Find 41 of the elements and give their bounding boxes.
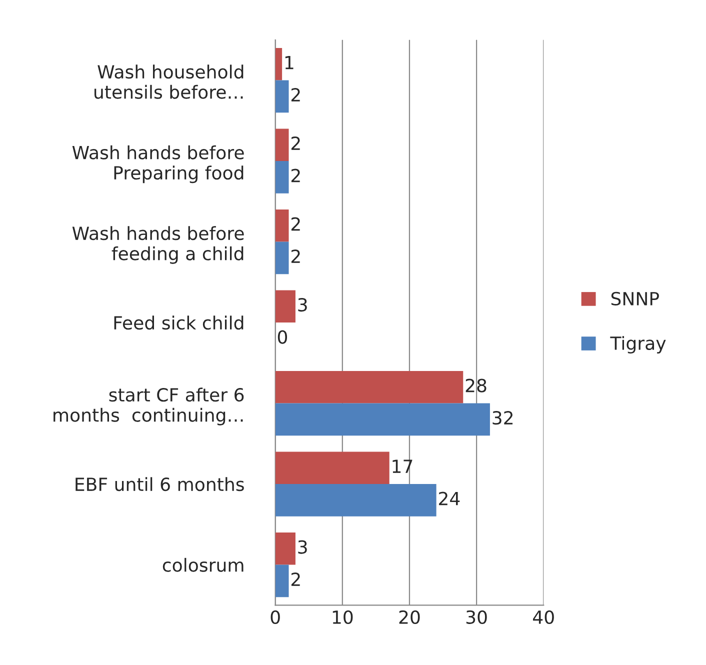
data-label: 2 [291, 572, 300, 586]
legend-label: SNNP [611, 292, 659, 306]
data-label: 1 [285, 56, 294, 70]
bar [275, 403, 490, 436]
y-tick-label: Wash hands before feeding a child [72, 226, 244, 264]
data-label: 3 [298, 540, 307, 554]
x-tick-label: 30 [466, 610, 487, 624]
x-tick-label: 0 [270, 610, 280, 624]
data-label: 3 [298, 298, 307, 312]
data-label: 17 [392, 460, 412, 473]
data-label: 2 [291, 217, 300, 231]
x-tick-label: 10 [332, 610, 353, 624]
data-label: 24 [439, 492, 460, 506]
y-tick-label: Feed sick child [114, 316, 244, 330]
bar [275, 370, 464, 404]
bar [275, 161, 289, 194]
bar [275, 128, 289, 162]
legend-label: Tigray [610, 336, 666, 354]
y-tick-label: colosrum [162, 558, 244, 572]
y-tick-label: Wash household utensils before… [94, 64, 244, 99]
x-tick-label: 20 [399, 610, 420, 624]
bar [275, 209, 289, 242]
bar [275, 452, 390, 484]
bar [275, 290, 296, 323]
data-label: 0 [278, 330, 288, 344]
bar [275, 564, 289, 598]
y-tick-label: EBF until 6 months [76, 477, 244, 492]
y-tick-label: Wash hands before Preparing food [72, 145, 244, 184]
bar [275, 532, 296, 565]
data-label: 2 [291, 250, 300, 263]
data-label: 2 [291, 136, 300, 150]
bar [275, 484, 436, 516]
y-tick-label: start CF after 6 months continuing… [54, 388, 244, 426]
bar [275, 80, 289, 113]
data-label: 32 [492, 411, 513, 425]
bar [275, 48, 282, 80]
bar [275, 242, 289, 274]
data-label: 2 [291, 168, 300, 182]
x-tick-label: 40 [533, 610, 554, 624]
data-label: 28 [466, 378, 486, 392]
data-label: 2 [291, 88, 300, 102]
